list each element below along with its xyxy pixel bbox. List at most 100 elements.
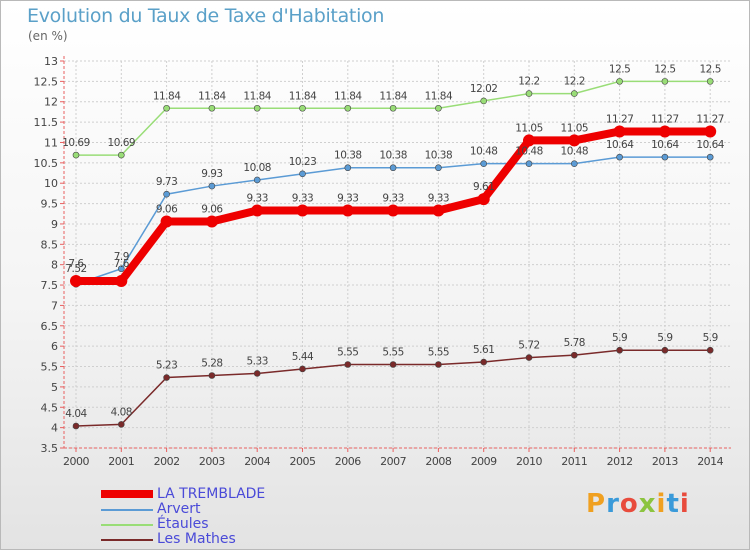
data-label: 7.6	[68, 258, 84, 270]
x-tick-label: 2004	[244, 455, 270, 468]
data-label: 11.27	[696, 113, 724, 125]
legend-label: Les Mathes	[157, 531, 236, 547]
data-point	[706, 153, 714, 161]
data-label: 12.2	[564, 76, 585, 88]
data-label: 9.33	[292, 193, 313, 205]
data-label: 10.69	[108, 137, 136, 149]
data-point	[613, 125, 626, 138]
data-point	[344, 104, 352, 112]
data-label: 7.52	[65, 263, 86, 275]
data-point	[118, 265, 125, 273]
chart-title: Evolution du Taux de Taxe d'Habitation	[27, 5, 385, 27]
y-tick-label: 4.5	[41, 401, 59, 414]
data-label: 9.73	[156, 176, 177, 188]
data-label: 10.64	[696, 139, 724, 151]
data-point	[296, 204, 309, 217]
data-point	[525, 354, 533, 361]
data-label: 5.61	[473, 344, 494, 356]
data-point	[525, 90, 533, 97]
data-label: 5.9	[657, 332, 672, 344]
x-tick-label: 2008	[425, 455, 451, 468]
data-point	[523, 134, 535, 147]
data-label: 10.64	[606, 139, 634, 151]
legend-label: Étaules	[157, 516, 209, 532]
data-label: 12.5	[609, 63, 630, 75]
data-point	[570, 160, 578, 167]
y-tick-label: 5	[51, 381, 58, 394]
data-label: 11.05	[561, 122, 589, 134]
data-point	[570, 90, 578, 97]
data-point	[389, 164, 397, 172]
data-label: 12.5	[700, 63, 721, 75]
x-tick-label: 2006	[335, 455, 361, 468]
data-label: 9.33	[428, 193, 449, 205]
data-point	[616, 78, 623, 85]
legend-swatch	[101, 524, 153, 526]
data-label: 7.9	[114, 251, 129, 263]
data-point	[208, 182, 216, 190]
data-label: 10.23	[289, 156, 317, 168]
data-label: 12.5	[654, 63, 675, 75]
y-tick-label: 12	[44, 96, 58, 109]
y-tick-label: 9.5	[41, 198, 59, 211]
y-tick-label: 11.5	[34, 116, 59, 129]
data-label: 12.02	[470, 83, 498, 95]
data-point	[299, 104, 306, 112]
data-label: 9.33	[382, 193, 403, 205]
data-label: 4.04	[65, 408, 87, 420]
data-point	[251, 204, 264, 217]
data-label: 5.28	[201, 357, 222, 369]
legend-label: LA TREMBLADE	[157, 486, 266, 502]
data-label: 5.55	[382, 346, 403, 358]
x-tick-label: 2011	[561, 455, 587, 468]
y-tick-label: 6.5	[41, 320, 59, 333]
data-point	[658, 125, 671, 138]
data-label: 4.08	[111, 406, 132, 418]
data-label: 11.84	[153, 90, 181, 102]
data-label: 5.78	[564, 337, 585, 349]
data-label: 11.05	[515, 122, 543, 134]
data-label: 11.84	[198, 90, 226, 102]
data-point	[115, 274, 128, 287]
x-tick-label: 2014	[697, 455, 723, 468]
x-tick-label: 2002	[154, 455, 180, 468]
y-tick-label: 8	[51, 259, 58, 272]
data-point	[299, 365, 306, 373]
data-point	[706, 346, 714, 354]
data-label: 10.08	[243, 162, 271, 174]
x-tick-label: 2000	[63, 455, 89, 468]
data-point	[661, 153, 669, 161]
data-point	[387, 204, 400, 217]
data-label: 5.55	[428, 346, 449, 358]
y-tick-label: 6	[51, 340, 58, 353]
x-tick-label: 2010	[516, 455, 542, 468]
data-point	[208, 372, 216, 379]
data-point	[435, 164, 442, 172]
data-label: 11.27	[606, 113, 634, 125]
y-tick-label: 10	[44, 177, 58, 190]
data-label: 10.69	[62, 137, 90, 149]
data-label: 5.33	[247, 355, 268, 367]
data-point	[344, 361, 352, 368]
data-label: 11.84	[379, 90, 407, 102]
legend-swatch	[101, 509, 153, 511]
data-label: 11.84	[243, 90, 271, 102]
data-point	[118, 421, 125, 428]
data-label: 10.38	[379, 150, 407, 162]
data-point	[477, 193, 490, 206]
data-label: 9.61	[473, 181, 494, 193]
y-tick-label: 13	[44, 55, 58, 68]
data-label: 10.48	[561, 146, 589, 158]
data-point	[163, 104, 170, 112]
y-tick-label: 9	[51, 218, 58, 231]
proxiti-logo: Proxiti	[586, 489, 690, 519]
data-point	[163, 190, 170, 198]
data-label: 11.84	[425, 90, 453, 102]
data-point	[389, 104, 397, 112]
x-tick-label: 2012	[607, 455, 633, 468]
data-label: 5.9	[612, 332, 627, 344]
data-label: 9.06	[201, 204, 223, 216]
data-point	[299, 170, 306, 178]
